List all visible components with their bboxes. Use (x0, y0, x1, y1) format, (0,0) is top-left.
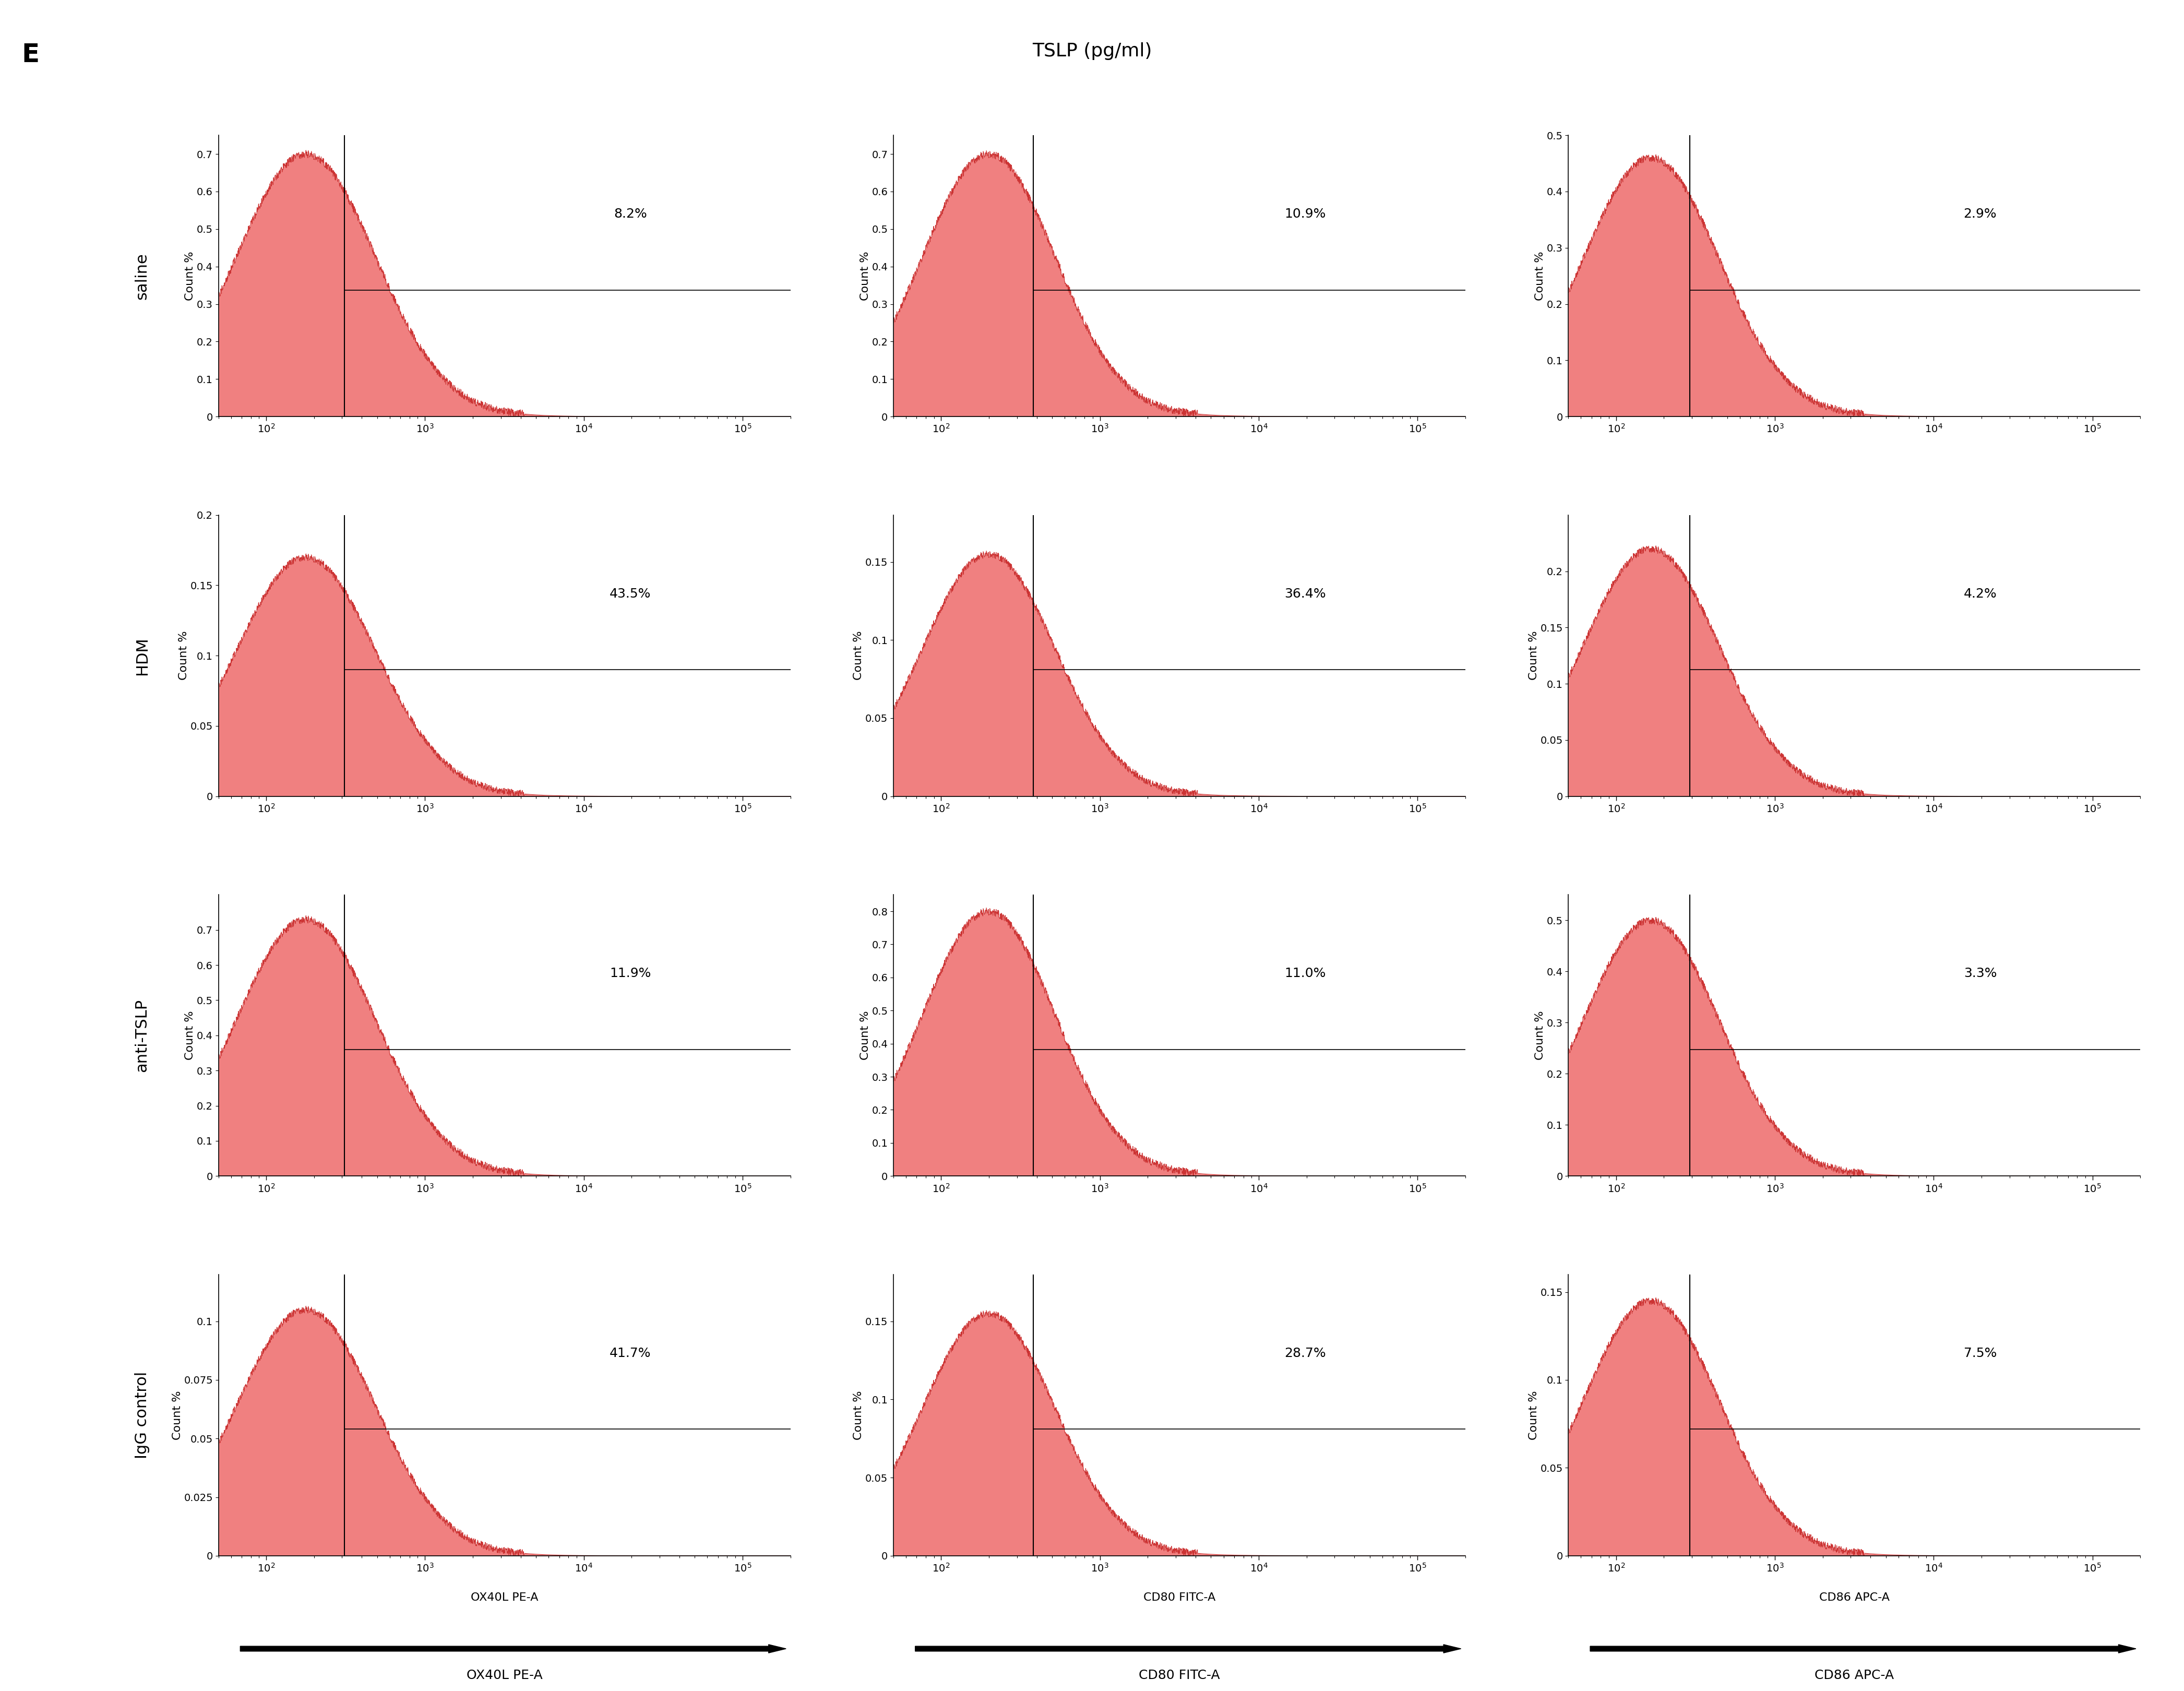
Y-axis label: Count %: Count % (1535, 1011, 1546, 1060)
X-axis label: OX40L PE-A: OX40L PE-A (470, 1593, 537, 1603)
Y-axis label: Count %: Count % (860, 1011, 869, 1060)
Text: 7.5%: 7.5% (1963, 1348, 1996, 1360)
Text: 11.0%: 11.0% (1284, 967, 1326, 979)
Y-axis label: Count %: Count % (186, 1011, 194, 1060)
Text: CD80 FITC-A: CD80 FITC-A (1138, 1669, 1221, 1681)
Y-axis label: Count %: Count % (1529, 1390, 1540, 1439)
Text: IgG control: IgG control (135, 1371, 149, 1459)
Text: 41.7%: 41.7% (609, 1348, 651, 1360)
Text: 3.3%: 3.3% (1963, 967, 1996, 979)
Text: 11.9%: 11.9% (609, 967, 651, 979)
Text: 8.2%: 8.2% (614, 208, 646, 220)
Text: CD86 APC-A: CD86 APC-A (1815, 1669, 1894, 1681)
Text: 4.2%: 4.2% (1963, 587, 1996, 600)
Y-axis label: Count %: Count % (1535, 252, 1546, 301)
X-axis label: CD86 APC-A: CD86 APC-A (1819, 1593, 1889, 1603)
Text: 10.9%: 10.9% (1284, 208, 1326, 220)
Text: anti-TSLP: anti-TSLP (135, 999, 149, 1072)
Text: 36.4%: 36.4% (1284, 587, 1326, 600)
Text: saline: saline (135, 252, 149, 299)
Y-axis label: Count %: Count % (854, 1390, 865, 1439)
Text: 43.5%: 43.5% (609, 587, 651, 600)
Y-axis label: Count %: Count % (1529, 631, 1540, 680)
Y-axis label: Count %: Count % (854, 631, 865, 680)
X-axis label: CD80 FITC-A: CD80 FITC-A (1142, 1593, 1216, 1603)
Text: E: E (22, 42, 39, 68)
Y-axis label: Count %: Count % (179, 631, 188, 680)
Y-axis label: Count %: Count % (186, 252, 194, 301)
Text: OX40L PE-A: OX40L PE-A (467, 1669, 542, 1681)
Text: 28.7%: 28.7% (1284, 1348, 1326, 1360)
Y-axis label: Count %: Count % (173, 1390, 183, 1439)
Text: TSLP (pg/ml): TSLP (pg/ml) (1033, 42, 1151, 59)
Text: 2.9%: 2.9% (1963, 208, 1996, 220)
Y-axis label: Count %: Count % (860, 252, 869, 301)
Text: HDM: HDM (135, 636, 149, 675)
